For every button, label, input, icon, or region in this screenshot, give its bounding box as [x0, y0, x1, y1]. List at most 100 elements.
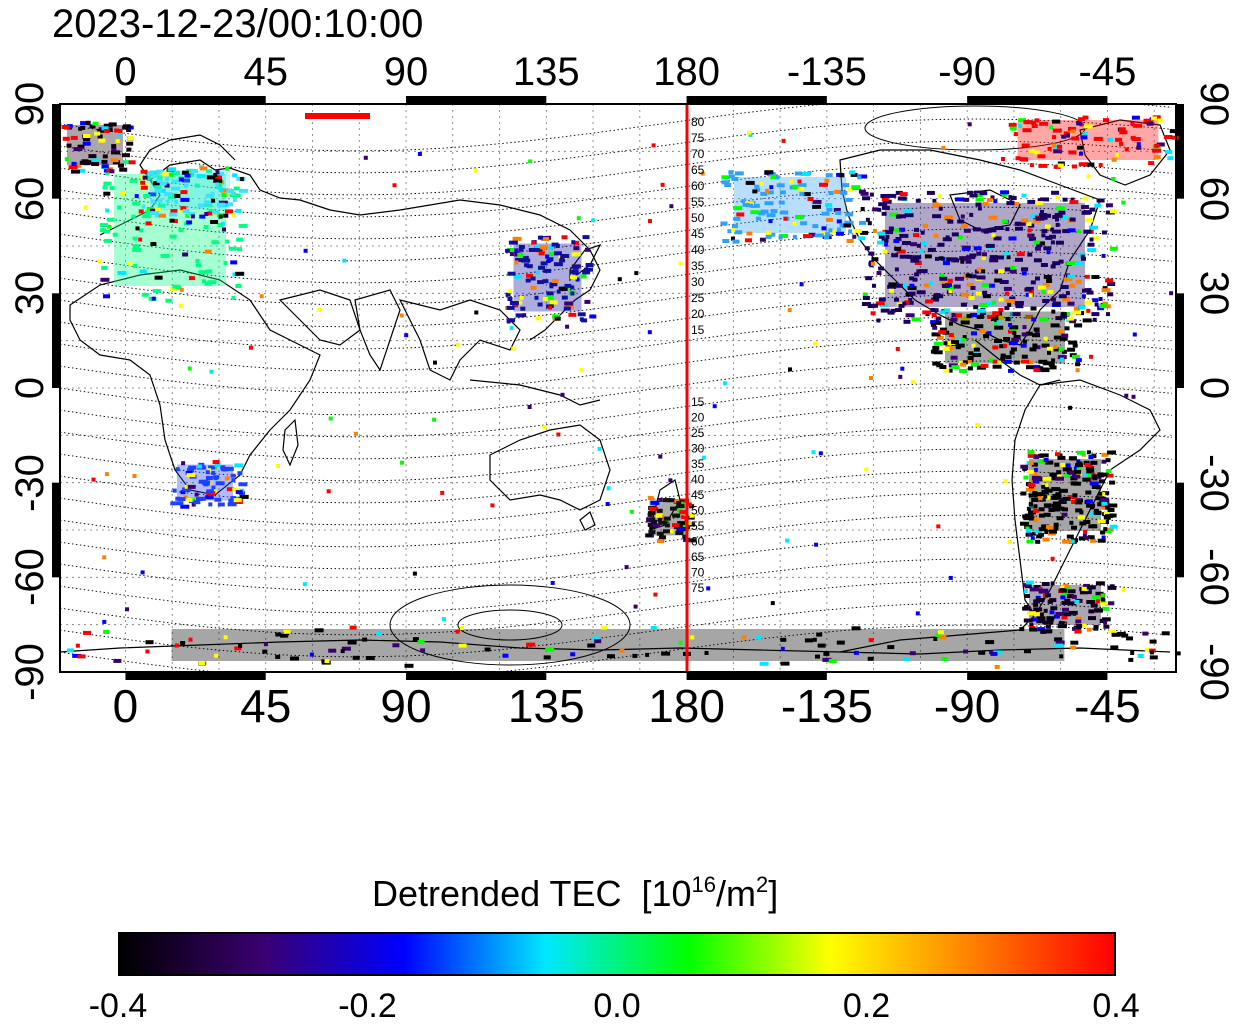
tec-pixel: [939, 310, 946, 315]
tec-pixel: [967, 356, 974, 360]
tec-pixel: [196, 174, 206, 179]
tec-pixel: [1052, 128, 1062, 133]
tec-pixel: [882, 249, 888, 254]
tec-pixel: [314, 628, 324, 633]
tec-pixel: [902, 657, 909, 662]
tec-pixel: [232, 193, 241, 198]
tec-pixel: [962, 247, 971, 251]
tec-pixel: [508, 289, 513, 294]
tec-pixel: [180, 641, 186, 645]
tec-pixel: [747, 130, 752, 135]
tec-pixel: [173, 219, 178, 223]
tec-pixel: [138, 237, 143, 242]
tec-pixel: [1030, 280, 1036, 285]
tec-pixel: [909, 283, 915, 288]
tec-pixel: [1053, 614, 1060, 619]
tec-pixel: [858, 174, 868, 179]
tec-pixel: [904, 300, 910, 305]
tec-pixel: [1084, 463, 1093, 467]
tec-pixel: [204, 495, 214, 500]
tec-pixel: [216, 185, 223, 189]
tec-pixel: [1016, 221, 1026, 226]
tec-pixel: [850, 172, 858, 177]
tec-pixel: [756, 187, 761, 192]
tec-pixel: [528, 248, 538, 252]
tec-pixel: [950, 355, 958, 360]
tec-pixel: [591, 218, 596, 223]
tec-pixel: [669, 204, 674, 209]
tec-pixel: [960, 214, 965, 219]
tec-pixel: [1118, 127, 1126, 132]
tec-pixel: [1038, 589, 1048, 594]
tec-pixel: [140, 180, 146, 185]
contour-label: 15: [691, 323, 705, 337]
tec-pixel: [1041, 343, 1050, 348]
tec-pixel: [1136, 142, 1141, 147]
tec-pixel: [945, 285, 955, 290]
tec-pixel: [1065, 463, 1071, 468]
tec-pixel: [1051, 229, 1061, 234]
tec-pixel: [817, 643, 826, 648]
tec-pixel: [328, 416, 333, 421]
tec-pixel: [1105, 505, 1111, 510]
tec-pixel: [1057, 347, 1064, 352]
tec-pixel: [968, 351, 974, 356]
tec-pixel: [1075, 368, 1080, 373]
tec-pixel: [663, 529, 670, 534]
tec-pixel: [954, 276, 964, 281]
tec-pixel: [677, 527, 685, 532]
tec-pixel: [951, 365, 960, 370]
tec-pixel: [868, 251, 875, 256]
tec-pixel: [629, 509, 634, 514]
tec-pixel: [994, 325, 1004, 330]
tec-pixel: [180, 206, 187, 211]
tec-pixel: [1089, 354, 1093, 359]
tec-pixel: [1027, 482, 1036, 487]
tec-pixel: [232, 487, 241, 492]
tec-pixel: [1030, 306, 1037, 311]
tec-pixel: [1051, 309, 1056, 314]
tec-pixel: [526, 264, 533, 269]
tec-pixel: [129, 178, 138, 183]
tec-pixel: [82, 141, 91, 146]
tec-pixel: [1101, 459, 1107, 464]
tec-pixel: [882, 199, 892, 204]
tec-pixel: [948, 368, 953, 373]
tec-pixel: [1047, 599, 1052, 604]
top-lon-tick-label: -135: [786, 50, 867, 94]
contour-label: 20: [691, 411, 705, 425]
tec-pixel: [1062, 583, 1069, 588]
tec-pixel: [180, 490, 186, 495]
tec-pixel: [151, 296, 156, 301]
tec-pixel: [894, 246, 902, 251]
tec-pixel: [191, 502, 196, 507]
frame-bar-right: [1176, 104, 1184, 199]
tec-pixel: [66, 143, 72, 148]
tec-pixel: [971, 331, 977, 336]
tec-pixel: [1060, 314, 1070, 319]
tec-pixel: [143, 194, 151, 198]
tec-pixel: [217, 502, 225, 507]
tec-pixel: [1046, 616, 1055, 621]
map-frame: [59, 103, 1177, 673]
tec-pixel: [1064, 598, 1071, 603]
tec-pixel: [1018, 118, 1027, 123]
tec-pixel: [968, 295, 975, 300]
tec-pixel: [321, 659, 327, 664]
tec-pixel: [895, 190, 903, 195]
tec-pixel: [362, 637, 368, 642]
tec-pixel: [502, 653, 509, 658]
tec-pixel: [214, 462, 221, 467]
tec-pixel: [1015, 226, 1023, 231]
tec-pixel: [1067, 316, 1074, 321]
tec-pixel: [210, 220, 219, 224]
tec-pixel: [911, 317, 921, 322]
contour-line: [59, 580, 1173, 636]
tec-pixel: [733, 206, 743, 211]
tec-pixel: [656, 508, 663, 513]
tec-pixel: [829, 230, 836, 235]
tec-pixel: [895, 237, 902, 241]
tec-pixel: [1037, 154, 1046, 159]
tec-pixel: [1081, 205, 1089, 209]
tec-pixel: [840, 190, 848, 195]
